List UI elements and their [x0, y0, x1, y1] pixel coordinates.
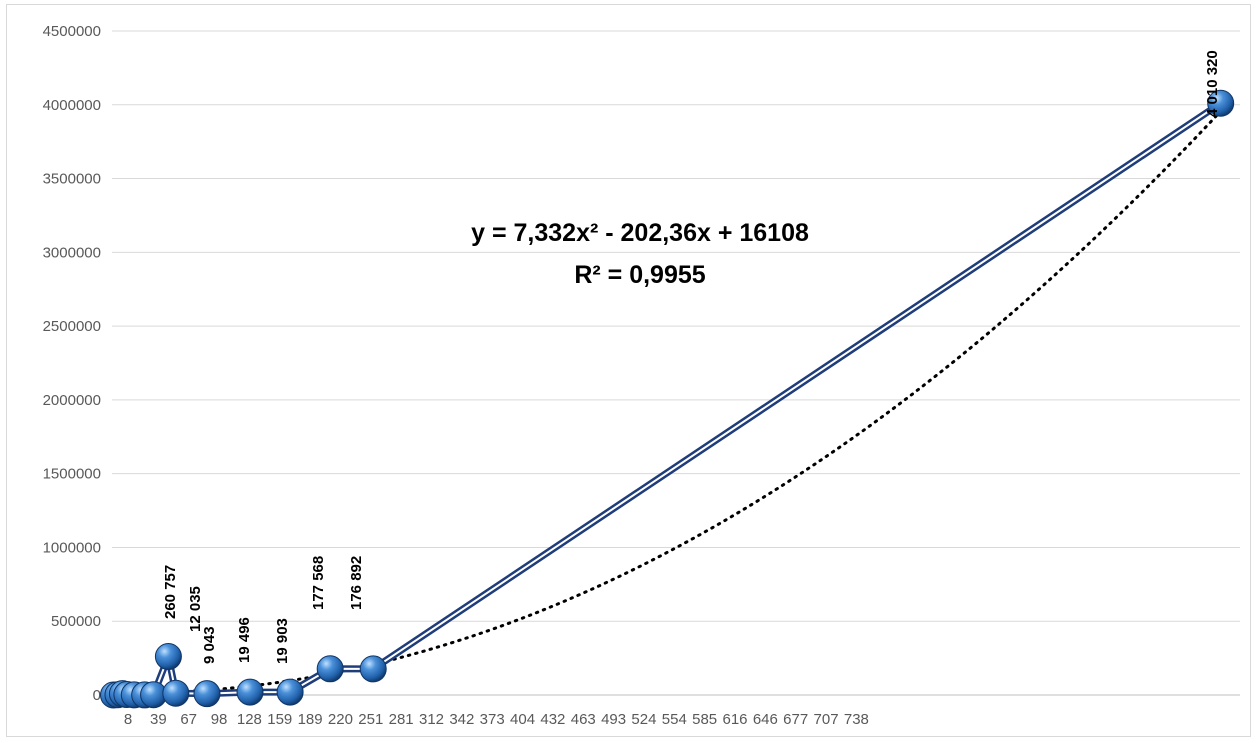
trendline-r-squared-text: R² = 0,9955	[574, 261, 705, 289]
data-label: 9 043	[201, 626, 218, 664]
x-tick-label: 404	[510, 711, 535, 728]
x-tick-label: 677	[783, 711, 808, 728]
y-tick-label: 4000000	[43, 97, 101, 114]
y-tick-label: 1500000	[43, 466, 101, 483]
data-label: 4 010 320	[1204, 50, 1221, 117]
y-tick-label: 2000000	[43, 392, 101, 409]
data-label: 12 035	[187, 586, 204, 632]
x-tick-label: 616	[722, 711, 747, 728]
x-tick-label: 646	[753, 711, 778, 728]
y-tick-label: 0	[93, 687, 101, 704]
trendline-equation: y = 7,332x² - 202,36x + 16108 R² = 0,995…	[471, 219, 809, 289]
x-tick-label: 463	[571, 711, 596, 728]
data-point	[359, 655, 387, 683]
chart-area	[6, 4, 1251, 737]
x-tick-label: 738	[844, 711, 869, 728]
x-tick-label: 128	[237, 711, 262, 728]
x-tick-label: 524	[631, 711, 656, 728]
trendline-equation-text: y = 7,332x² - 202,36x + 16108	[471, 219, 809, 247]
data-label: 176 892	[348, 556, 365, 610]
x-tick-label: 373	[480, 711, 505, 728]
x-tick-label: 707	[814, 711, 839, 728]
data-label: 260 757	[162, 565, 179, 619]
trendline-path	[140, 114, 1218, 695]
x-axis-tick-labels: 8 39 67 98 128 159 189 220 251 281 312 342 373 404 432…	[124, 711, 869, 728]
x-tick-label: 251	[358, 711, 383, 728]
x-tick-label: 67	[180, 711, 197, 728]
data-label: 19 903	[274, 618, 291, 664]
x-tick-label: 98	[211, 711, 228, 728]
x-tick-label: 432	[540, 711, 565, 728]
x-tick-label: 220	[328, 711, 353, 728]
data-point	[162, 679, 190, 707]
y-tick-label: 500000	[51, 613, 101, 630]
x-tick-label: 39	[150, 711, 167, 728]
series-line-outer	[113, 100, 1223, 699]
data-point	[154, 643, 182, 671]
data-point	[193, 680, 221, 708]
data-point	[1207, 89, 1235, 117]
x-tick-label: 312	[419, 711, 444, 728]
y-tick-label: 4500000	[43, 23, 101, 40]
y-tick-label: 2500000	[43, 318, 101, 335]
trendline	[140, 114, 1218, 695]
y-tick-label: 1000000	[43, 539, 101, 556]
x-tick-label: 159	[267, 711, 292, 728]
x-tick-label: 554	[662, 711, 687, 728]
data-point	[236, 678, 264, 706]
x-tick-label: 342	[449, 711, 474, 728]
gridlines	[112, 30, 1240, 696]
y-tick-label: 3500000	[43, 171, 101, 188]
x-tick-label: 8	[124, 711, 132, 728]
x-tick-label: 585	[692, 711, 717, 728]
y-tick-label: 3000000	[43, 244, 101, 261]
series-line	[113, 100, 1223, 699]
data-point	[276, 678, 304, 706]
x-tick-label: 281	[389, 711, 414, 728]
series-line-inner	[113, 102, 1222, 696]
data-label: 177 568	[310, 556, 327, 610]
data-label: 19 496	[236, 617, 253, 663]
y-axis-tick-labels: 0 500000 1000000 1500000 2000000 2500000 30000…	[43, 23, 101, 704]
data-point	[316, 655, 344, 683]
x-tick-label: 189	[298, 711, 323, 728]
x-tick-label: 493	[601, 711, 626, 728]
series-markers	[99, 89, 1235, 709]
